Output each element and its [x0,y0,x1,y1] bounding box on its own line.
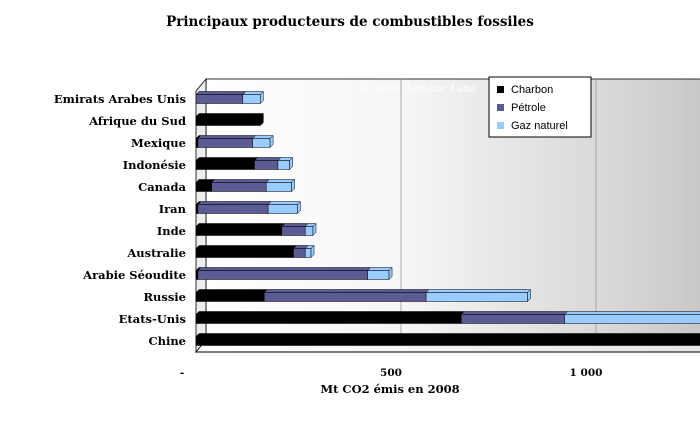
legend-box [488,76,592,138]
bar-top-face [197,201,272,205]
legend: Charbon Pétrole Gaz naturel [488,76,592,138]
bar-top-face [195,113,264,117]
bar-segment [197,270,368,280]
bar-segment [195,336,700,346]
legend-swatch-gaz [497,122,504,129]
category-label: Arabie Séoudite [82,268,186,282]
bar-segment [195,270,199,280]
bar-segment [211,182,267,192]
legend-swatch-charbon [497,86,504,93]
bar-segment [195,94,244,104]
bar-end-face [260,90,264,105]
bar-segment [267,204,298,214]
bar-segment [293,248,306,258]
bar-segment [195,138,199,148]
chart-title: Principaux producteurs de combustibles f… [166,14,534,30]
category-label: Canada [138,180,186,194]
bar-end-face [297,200,301,215]
bar-top-face [197,267,372,271]
bar-segment [195,160,255,170]
bar-top-face [366,267,393,271]
bar-segment [252,138,271,148]
bar-segment [281,226,306,236]
x-tick-label: 500 [380,367,402,379]
x-tick-label: - [180,367,184,379]
bar-segment [195,116,261,126]
legend-swatch-petrole [497,104,504,111]
category-label: Emirats Arabes Unis [54,92,186,106]
legend-label-petrole: Pétrole [511,102,546,114]
bar-segment [264,292,427,302]
category-label: Chine [148,334,186,348]
bar-end-face [269,134,274,149]
bar-segment [195,292,265,302]
bar-top-face [281,223,309,227]
bar-segment [367,270,390,280]
category-label: Etats-Unis [119,312,186,326]
x-tick-label: 1 000 [570,367,603,379]
bar-top-face [242,91,264,95]
bar-top-face [197,135,257,139]
bar-top-face [460,311,569,315]
bar-segment [195,314,462,324]
bar-segment [425,292,528,302]
bar-top-face [195,245,298,249]
bar-top-face [195,157,259,161]
category-label: Iran [159,202,187,216]
bar-end-face [388,266,393,281]
bar-top-face [253,157,282,161]
bar-segment [304,226,314,236]
bar-top-face [251,135,274,139]
bar-end-face [260,112,264,127]
bar-top-face [195,289,268,293]
bar-segment [195,182,212,192]
bar-segment [304,248,312,258]
category-label: Inde [157,224,186,238]
bar-top-face [210,179,270,183]
legend-label-gaz: Gaz naturel [511,120,568,132]
bar-segment [277,160,290,170]
bar-top-face [195,311,465,315]
bar-segment [265,182,292,192]
category-label: Indonésie [123,158,186,172]
bar-segment [460,314,565,324]
category-label: Australie [126,246,186,260]
x-axis-label: Mt CO2 émis en 2008 [320,382,459,396]
category-label: Afrique du Sud [88,114,186,128]
bar-top-face [425,289,532,293]
bar-segment [564,314,700,324]
bar-top-face [195,333,700,337]
bar-segment [195,204,199,214]
bar-top-face [563,311,700,315]
bar-end-face [291,178,295,193]
bar-end-face [310,244,315,259]
bar-end-face [289,156,293,171]
bar-segment [195,226,283,236]
bar-segment [195,248,294,258]
bar-segment [197,204,269,214]
watermark: © 2009 Aerobar Labs [360,83,476,95]
bar-top-face [265,179,296,183]
bar-segment [254,160,279,170]
bar-end-face [312,222,317,237]
bar-segment [242,94,261,104]
bar-top-face [263,289,430,293]
bar-top-face [195,223,286,227]
legend-label-charbon: Charbon [511,84,553,96]
plot-area: Emirats Arabes Unis Afrique du Sud Mexique… [54,77,700,379]
bar-top-face [267,201,302,205]
bar-segment [197,138,253,148]
category-label: Russie [143,290,186,304]
category-label: Mexique [131,136,186,150]
bar-end-face [527,288,531,303]
bar-top-face [195,91,247,95]
